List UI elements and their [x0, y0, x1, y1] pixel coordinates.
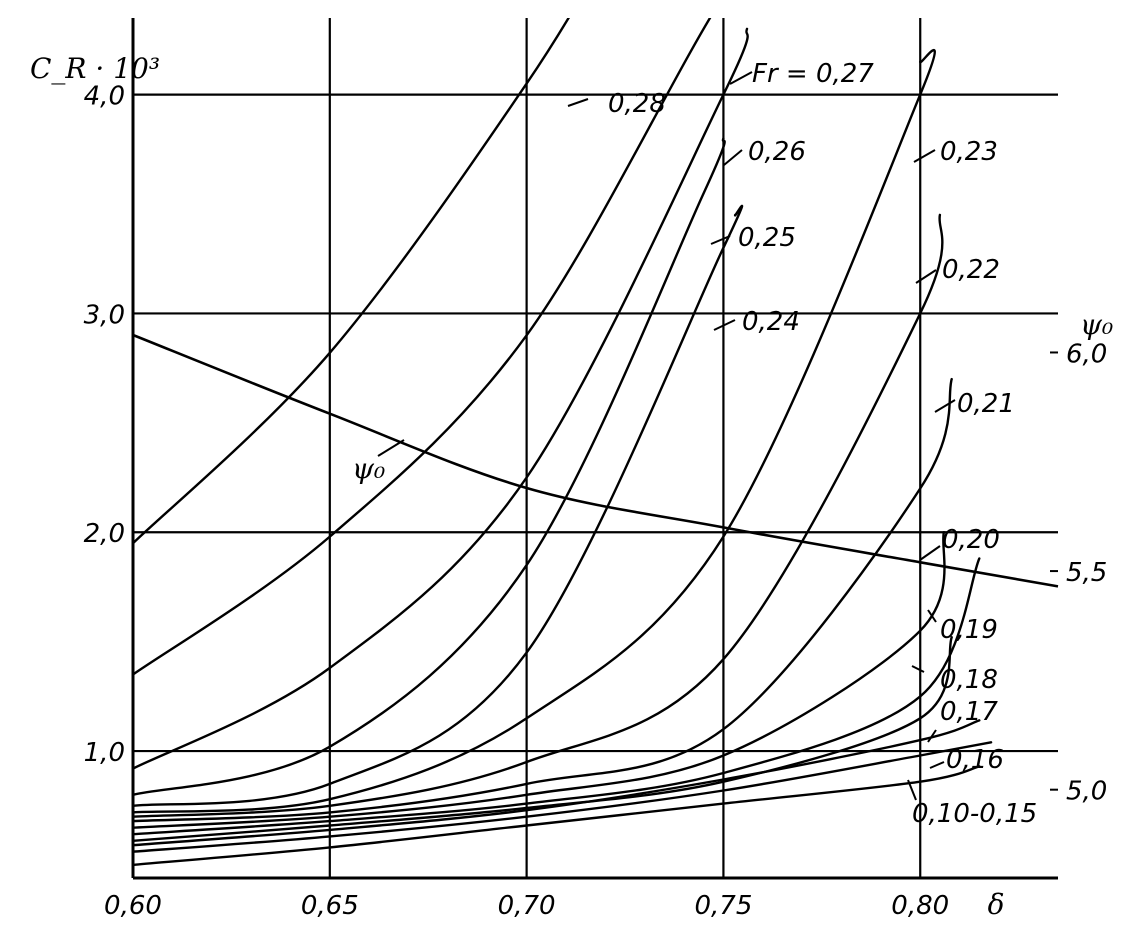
series-line [133, 27, 749, 770]
series-line [133, 137, 726, 796]
series-label: Fr = 0,27 [752, 59, 874, 89]
label-leader [915, 269, 937, 284]
label-leader [713, 319, 736, 331]
grid [131, 18, 1058, 880]
psi-series-line [132, 333, 1059, 588]
series-label: 0,24 [742, 307, 800, 337]
labels: 0,60 0,65 0,70 0,75 0,80 1,0 2,0 3,0 4,0 5,0 5,5 6,… [30, 52, 1113, 921]
label-leader [934, 399, 956, 413]
x-tick-label: 0,80 [891, 891, 949, 921]
x-tick-label: 0,60 [104, 891, 162, 921]
series-label: 0,22 [942, 255, 1000, 285]
series-line [133, 213, 944, 818]
series-line [133, 741, 993, 853]
series-label: 0,28 [608, 89, 666, 119]
x-axis-label: δ [988, 888, 1005, 921]
y-tick-label: 4,0 [84, 82, 125, 112]
series-line [133, 18, 712, 676]
series-line [133, 765, 981, 867]
y-tick-label: 2,0 [84, 519, 125, 549]
label-leader [729, 71, 753, 85]
series-line [133, 531, 946, 829]
series-label: 0,21 [957, 389, 1015, 419]
curves [133, 18, 993, 867]
label-leader [377, 439, 405, 457]
series-label: ψ₀ [352, 452, 385, 485]
y-tick-label: 1,0 [84, 738, 125, 768]
series-line [133, 204, 744, 807]
label-leader [723, 149, 743, 166]
y2-tick-label: 6,0 [1066, 339, 1107, 369]
label-leader [911, 665, 925, 673]
series-label: 0,18 [940, 665, 998, 695]
series-line [133, 48, 936, 814]
label-leaders [377, 71, 956, 801]
label-leader [919, 545, 941, 561]
series-label: 0,16 [946, 745, 1004, 775]
x-tick-label: 0,70 [498, 891, 556, 921]
series-label: 0,17 [940, 697, 998, 727]
x-tick-label: 0,75 [694, 891, 752, 921]
series-line [133, 18, 570, 545]
series-line [133, 719, 981, 847]
series-line [133, 377, 953, 823]
y2-tick-label: 5,0 [1066, 777, 1107, 807]
x-tick-label: 0,65 [301, 891, 359, 921]
label-leader [907, 779, 917, 801]
psi-curve [132, 333, 1059, 588]
label-leader [927, 729, 937, 743]
series-label: 0,19 [940, 615, 998, 645]
label-leader [710, 235, 731, 245]
y-tick-label: 3,0 [84, 300, 125, 330]
y2-tick-label: 5,5 [1066, 558, 1107, 588]
series-line [133, 557, 981, 836]
label-leader [929, 761, 945, 769]
series-label: 0,10-0,15 [912, 799, 1037, 829]
label-leader [913, 149, 936, 163]
series-label: 0,26 [748, 137, 806, 167]
series-label: 0,25 [738, 223, 796, 253]
label-leader [927, 609, 937, 623]
y2-axis-label: ψ₀ [1080, 308, 1113, 341]
y-axis-label: C_R · 10³ [30, 52, 160, 85]
series-label: 0,23 [940, 137, 998, 167]
label-leader [567, 98, 589, 107]
series-label: 0,20 [942, 525, 1000, 555]
